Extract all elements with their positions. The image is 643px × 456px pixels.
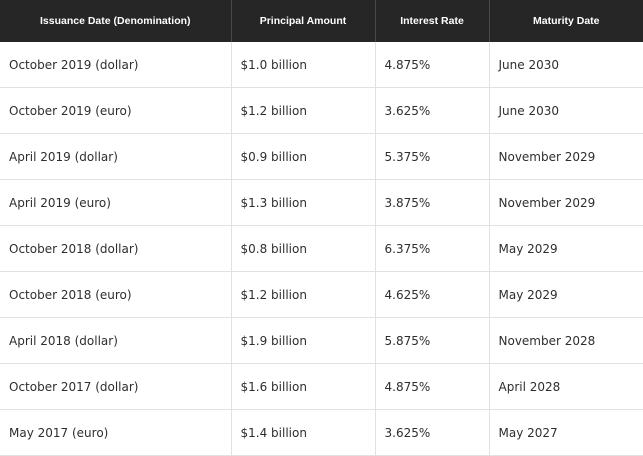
header-issuance-date: Issuance Date (Denomination) xyxy=(0,0,232,42)
table-row: April 2019 (dollar) $0.9 billion 5.375% Nov… xyxy=(0,133,643,180)
issuance-date-cell: October 2017 (dollar) xyxy=(0,363,232,410)
maturity-date-cell: May 2029 xyxy=(489,225,643,272)
interest-rate-cell: 4.875% xyxy=(375,363,490,410)
maturity-date-cell: November 2028 xyxy=(489,317,643,364)
maturity-date-cell: April 2028 xyxy=(489,363,643,410)
issuance-date-cell: October 2019 (dollar) xyxy=(0,42,232,88)
header-interest-rate: Interest Rate xyxy=(375,0,490,42)
issuance-date-cell: October 2019 (euro) xyxy=(0,87,232,134)
table-row: October 2017 (dollar) $1.6 billion 4.875% A… xyxy=(0,363,643,410)
table-row: May 2017 (euro) $1.4 billion 3.625% May 202… xyxy=(0,409,643,456)
issuance-date-cell: October 2018 (dollar) xyxy=(0,225,232,272)
interest-rate-cell: 3.625% xyxy=(375,87,490,134)
principal-amount-cell: $1.0 billion xyxy=(231,42,376,88)
issuance-date-cell: April 2018 (dollar) xyxy=(0,317,232,364)
interest-rate-cell: 4.875% xyxy=(375,42,490,88)
principal-amount-cell: $0.9 billion xyxy=(231,133,376,180)
table-row: October 2019 (euro) $1.2 billion 3.625% Jun… xyxy=(0,87,643,134)
maturity-date-cell: November 2029 xyxy=(489,133,643,180)
header-row: Issuance Date (Denomination) Principal A… xyxy=(0,0,643,42)
table-row: October 2018 (dollar) $0.8 billion 6.375% M… xyxy=(0,225,643,272)
issuance-date-cell: April 2019 (dollar) xyxy=(0,133,232,180)
maturity-date-cell: May 2029 xyxy=(489,271,643,318)
interest-rate-cell: 3.625% xyxy=(375,409,490,456)
interest-rate-cell: 3.875% xyxy=(375,179,490,226)
header-maturity-date: Maturity Date xyxy=(489,0,643,42)
principal-amount-cell: $1.9 billion xyxy=(231,317,376,364)
principal-amount-cell: $1.3 billion xyxy=(231,179,376,226)
table-row: April 2019 (euro) $1.3 billion 3.875% Novem… xyxy=(0,179,643,226)
maturity-date-cell: November 2029 xyxy=(489,179,643,226)
interest-rate-cell: 6.375% xyxy=(375,225,490,272)
principal-amount-cell: $1.2 billion xyxy=(231,271,376,318)
issuance-date-cell: October 2018 (euro) xyxy=(0,271,232,318)
interest-rate-cell: 4.625% xyxy=(375,271,490,318)
issuance-date-cell: April 2019 (euro) xyxy=(0,179,232,226)
maturity-date-cell: May 2027 xyxy=(489,409,643,456)
maturity-date-cell: June 2030 xyxy=(489,42,643,88)
issuance-date-cell: May 2017 (euro) xyxy=(0,409,232,456)
table-body: October 2019 (dollar) $1.0 billion 4.875% J… xyxy=(0,42,643,456)
table-row: October 2019 (dollar) $1.0 billion 4.875% J… xyxy=(0,42,643,88)
table-row: October 2018 (euro) $1.2 billion 4.625% May… xyxy=(0,271,643,318)
table-header: Issuance Date (Denomination) Principal A… xyxy=(0,0,643,42)
principal-amount-cell: $1.2 billion xyxy=(231,87,376,134)
interest-rate-cell: 5.875% xyxy=(375,317,490,364)
header-principal-amount: Principal Amount xyxy=(231,0,376,42)
principal-amount-cell: $1.4 billion xyxy=(231,409,376,456)
principal-amount-cell: $0.8 billion xyxy=(231,225,376,272)
maturity-date-cell: June 2030 xyxy=(489,87,643,134)
principal-amount-cell: $1.6 billion xyxy=(231,363,376,410)
interest-rate-cell: 5.375% xyxy=(375,133,490,180)
table-row: April 2018 (dollar) $1.9 billion 5.875% Nov… xyxy=(0,317,643,364)
